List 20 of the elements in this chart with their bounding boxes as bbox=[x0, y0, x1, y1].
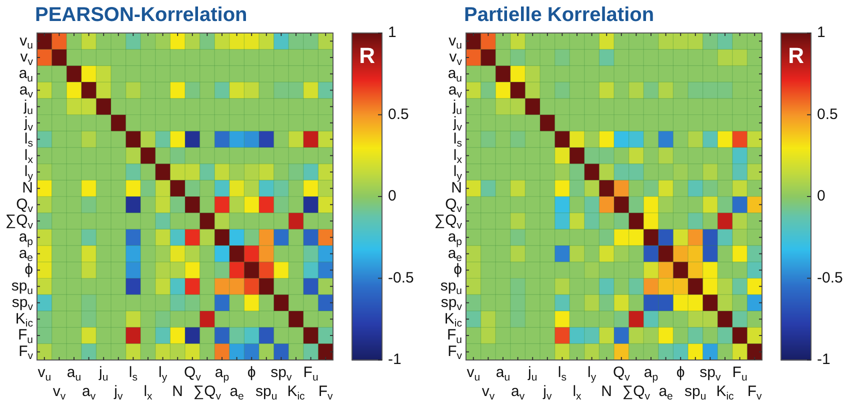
x-tick-label: N bbox=[601, 383, 612, 400]
color-bar-label: 1 bbox=[388, 24, 396, 42]
x-tick-label: ϕ bbox=[247, 364, 256, 382]
color-bar-label: -1 bbox=[817, 351, 830, 368]
color-bar-title: R bbox=[359, 43, 376, 68]
color-bar-label: -0.5 bbox=[817, 269, 843, 286]
color-bar-label: 0.5 bbox=[817, 106, 838, 123]
color-bar-label: 0.5 bbox=[388, 106, 409, 123]
chart-title: Partielle Korrelation bbox=[464, 4, 654, 27]
color-bar-label: 0 bbox=[817, 188, 826, 205]
x-tick-label: ϕ bbox=[676, 364, 685, 382]
color-bar-label: -1 bbox=[388, 351, 402, 368]
y-tick-label: ϕ bbox=[454, 261, 462, 278]
color-bar-label: -0.5 bbox=[388, 269, 414, 286]
color-bar-label: 1 bbox=[817, 24, 826, 42]
color-bar-label: 0 bbox=[388, 188, 396, 205]
chart-title: PEARSON-Korrelation bbox=[35, 4, 248, 27]
y-tick-label: ϕ bbox=[24, 261, 34, 278]
x-tick-label: N bbox=[172, 383, 184, 400]
color-bar-title: R bbox=[788, 43, 804, 68]
